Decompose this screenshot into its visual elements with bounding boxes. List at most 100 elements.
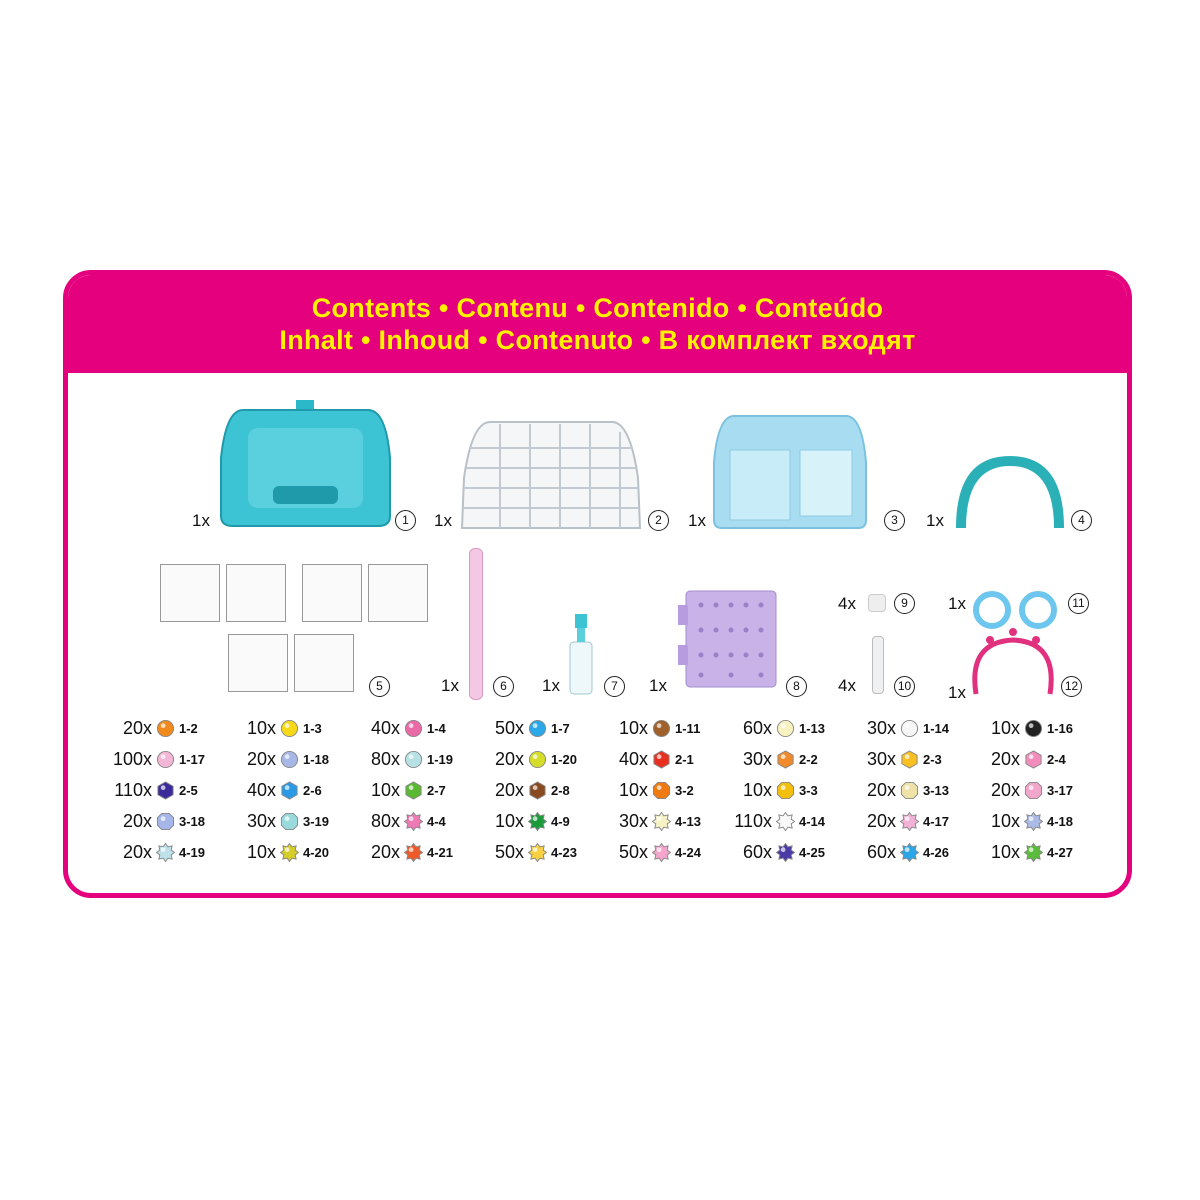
bead-star-icon (528, 843, 547, 862)
bead-code: 4-17 (923, 814, 950, 829)
bead-qty: 60x (866, 842, 896, 862)
component-qty-tool: 4x (838, 676, 856, 695)
tool-image (872, 636, 884, 694)
bead-code: 2-5 (179, 783, 198, 798)
component-qty-bead-tray: 1x (434, 511, 452, 530)
bead-code: 3-13 (923, 783, 950, 798)
bead-code: 2-1 (675, 752, 694, 767)
bead-round-icon (528, 719, 547, 738)
component-number-bead-tray: 2 (648, 510, 669, 531)
bead-hex-icon (529, 781, 546, 800)
bead-code: 1-18 (303, 752, 330, 767)
bead-code: 1-11 (675, 721, 701, 736)
bead-round-icon (900, 719, 919, 738)
bead-code: 4-24 (675, 845, 702, 860)
component-number-rings: 11 (1068, 593, 1089, 614)
bead-qty: 20x (370, 842, 400, 862)
bead-code: 4-13 (675, 814, 702, 829)
bead-qty: 10x (618, 780, 648, 800)
case-image (220, 400, 391, 527)
bead-star-icon (900, 843, 919, 862)
component-number-connector: 9 (894, 593, 915, 614)
bead-oct-icon (900, 781, 919, 800)
bead-round-icon (156, 719, 175, 738)
bead-qty: 80x (370, 811, 400, 831)
bead-hex-icon (281, 781, 298, 800)
bead-code: 4-18 (1047, 814, 1074, 829)
bead-code: 2-8 (551, 783, 570, 798)
bead-qty: 50x (618, 842, 648, 862)
component-qty-headband: 1x (948, 683, 966, 702)
bead-hex-icon (653, 750, 670, 769)
bead-code: 1-19 (427, 752, 454, 767)
component-number-arch-template: 4 (1071, 510, 1092, 531)
bead-qty: 30x (866, 749, 896, 769)
component-qty-connector: 4x (838, 594, 856, 613)
spray-bottle-image (569, 614, 593, 695)
bead-code: 2-2 (799, 752, 818, 767)
bead-star-icon (900, 812, 919, 831)
bead-qty: 10x (370, 780, 400, 800)
bead-qty: 10x (246, 718, 276, 738)
component-number-headband: 12 (1061, 676, 1082, 697)
bead-round-icon (280, 719, 299, 738)
component-qty-rings: 1x (948, 594, 966, 613)
bead-oct-icon (156, 812, 175, 831)
bead-star-icon (156, 843, 175, 862)
bead-qty: 50x (494, 718, 524, 738)
bead-code: 2-4 (1047, 752, 1066, 767)
bead-qty: 40x (618, 749, 648, 769)
bead-code: 1-14 (923, 721, 950, 736)
bead-qty: 10x (990, 718, 1020, 738)
lid-image (713, 415, 867, 529)
component-qty-pegboard: 1x (649, 676, 667, 695)
bead-round-icon (776, 719, 795, 738)
bead-qty: 10x (494, 811, 524, 831)
component-number-template-sheets: 5 (369, 676, 390, 697)
contents-header: Contents • Contenu • Contenido • Conteúd… (68, 275, 1127, 373)
bead-code: 4-23 (551, 845, 578, 860)
bead-code: 1-16 (1047, 721, 1074, 736)
bead-qty: 10x (246, 842, 276, 862)
bead-code: 4-25 (799, 845, 826, 860)
bead-qty: 100x (112, 749, 152, 769)
bead-code: 4-19 (179, 845, 206, 860)
bead-code: 3-3 (799, 783, 818, 798)
bead-qty: 20x (990, 749, 1020, 769)
bead-oct-icon (776, 781, 795, 800)
bead-star-icon (404, 843, 423, 862)
bead-qty: 60x (742, 842, 772, 862)
bead-qty: 30x (246, 811, 276, 831)
bead-hex-icon (405, 781, 422, 800)
bead-round-icon (1024, 719, 1043, 738)
bead-qty: 20x (494, 780, 524, 800)
bead-qty: 30x (618, 811, 648, 831)
bead-qty: 60x (742, 718, 772, 738)
title-line-2: Inhalt • Inhoud • Contenuto • В комплект… (279, 325, 916, 355)
component-number-bead-pen: 6 (493, 676, 514, 697)
bead-star-icon (776, 812, 795, 831)
bead-code: 4-27 (1047, 845, 1074, 860)
bead-qty: 10x (742, 780, 772, 800)
tray-image (460, 421, 642, 529)
bead-qty: 30x (742, 749, 772, 769)
component-number-pegboard: 8 (786, 676, 807, 697)
bead-hex-icon (157, 781, 174, 800)
bead-qty: 20x (122, 842, 152, 862)
pen-image (469, 548, 483, 700)
bead-qty: 80x (370, 749, 400, 769)
bead-qty: 20x (494, 749, 524, 769)
connector-image (868, 594, 886, 612)
bead-qty: 110x (734, 811, 772, 831)
component-qty-spray-bottle: 1x (542, 676, 560, 695)
bead-qty: 20x (866, 811, 896, 831)
bead-qty: 20x (122, 718, 152, 738)
component-qty-case-lid: 1x (688, 511, 706, 530)
bead-round-icon (280, 750, 299, 769)
bead-code: 2-3 (923, 752, 942, 767)
bead-code: 2-6 (303, 783, 322, 798)
bead-star-icon (652, 843, 671, 862)
bead-qty: 110x (114, 780, 152, 800)
component-number-case-lid: 3 (884, 510, 905, 531)
bead-hex-icon (901, 750, 918, 769)
